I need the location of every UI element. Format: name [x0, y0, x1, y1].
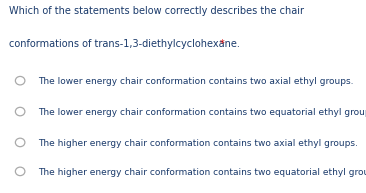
- Text: The lower energy chair conformation contains two equatorial ethyl groups: The lower energy chair conformation cont…: [38, 108, 366, 117]
- Text: Which of the statements below correctly describes the chair: Which of the statements below correctly …: [9, 6, 304, 16]
- Text: *: *: [220, 39, 225, 49]
- Text: The higher energy chair conformation contains two equatorial ethyl groups.: The higher energy chair conformation con…: [38, 168, 366, 177]
- Text: The higher energy chair conformation contains two axial ethyl groups.: The higher energy chair conformation con…: [38, 139, 358, 148]
- Text: conformations of trans-1,3-diethylcyclohexane.: conformations of trans-1,3-diethylcycloh…: [9, 39, 243, 49]
- Text: The lower energy chair conformation contains two axial ethyl groups.: The lower energy chair conformation cont…: [38, 77, 354, 86]
